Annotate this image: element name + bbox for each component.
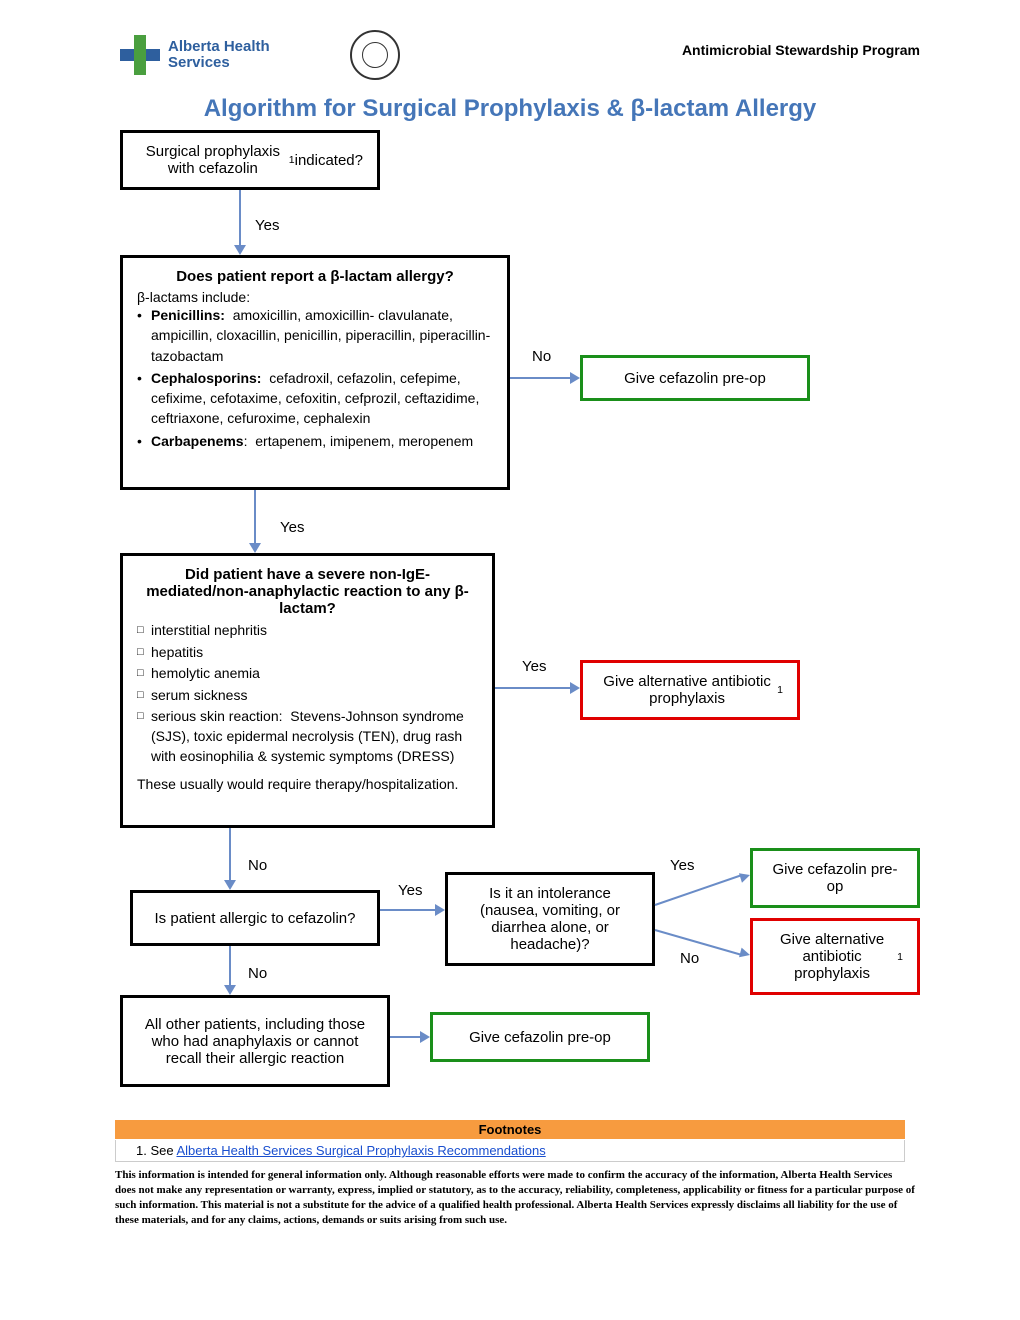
arrow-line [390,1036,420,1038]
edge-label: Yes [280,519,304,536]
arrow-line [229,946,231,985]
arrow-head-icon [224,880,236,890]
ahs-logo-text: Alberta Health Services [168,39,270,72]
flow-node-n11: Give cefazolin pre-op [430,1012,650,1062]
main-title: Algorithm for Surgical Prophylaxis & β-l… [0,95,1020,123]
program-title: Antimicrobial Stewardship Program [682,42,920,58]
flow-node-n1: Surgical prophylaxis with cefazolin1 ind… [120,130,380,190]
arrow-line [229,828,231,880]
flow-node-n9: Give alternative antibiotic prophylaxis1 [750,918,920,995]
flow-node-n10: All other patients, including those who … [120,995,390,1087]
edge-label: Yes [255,217,279,234]
badge-icon [350,30,400,80]
edge-label: Yes [670,857,694,874]
arrow-head-icon [435,904,445,916]
arrow-head-icon [420,1031,430,1043]
edge-label: Yes [398,882,422,899]
footnote-link[interactable]: Alberta Health Services Surgical Prophyl… [176,1143,545,1158]
ahs-logo: Alberta Health Services [120,35,270,75]
flow-node-n2: Does patient report a β-lactam allergy?β… [120,255,510,490]
arrow-line [495,687,570,689]
flow-node-n4: Did patient have a severe non-IgE-mediat… [120,553,495,828]
edge-label: No [248,857,267,874]
arrow-head-icon [249,543,261,553]
edge-label: No [680,950,699,967]
arrow-line [380,909,435,911]
flow-node-n5: Give alternative antibiotic prophylaxis1 [580,660,800,720]
page-header: Alberta Health Services Antimicrobial St… [120,30,920,80]
footnotes-body: 1. See Alberta Health Services Surgical … [115,1140,905,1162]
arrow-head-icon [570,372,580,384]
flow-node-n7: Is it an intolerance (nausea, vomiting, … [445,872,655,966]
edge-label: No [248,965,267,982]
edge-label: No [532,348,551,365]
disclaimer-text: This information is intended for general… [115,1168,915,1227]
arrow-line [510,377,570,379]
arrow-head-icon [224,985,236,995]
footnotes-header: Footnotes [115,1120,905,1139]
arrow-diag [649,869,756,911]
footnote-prefix: 1. See [136,1143,176,1158]
flow-node-n8: Give cefazolin pre-op [750,848,920,908]
edge-label: Yes [522,658,546,675]
flow-node-n6: Is patient allergic to cefazolin? [130,890,380,946]
arrow-head-icon [234,245,246,255]
arrow-line [239,190,241,245]
flow-node-n3: Give cefazolin pre-op [580,355,810,401]
arrow-diag [649,924,756,961]
arrow-line [254,490,256,543]
ahs-cross-icon [120,35,160,75]
arrow-head-icon [570,682,580,694]
